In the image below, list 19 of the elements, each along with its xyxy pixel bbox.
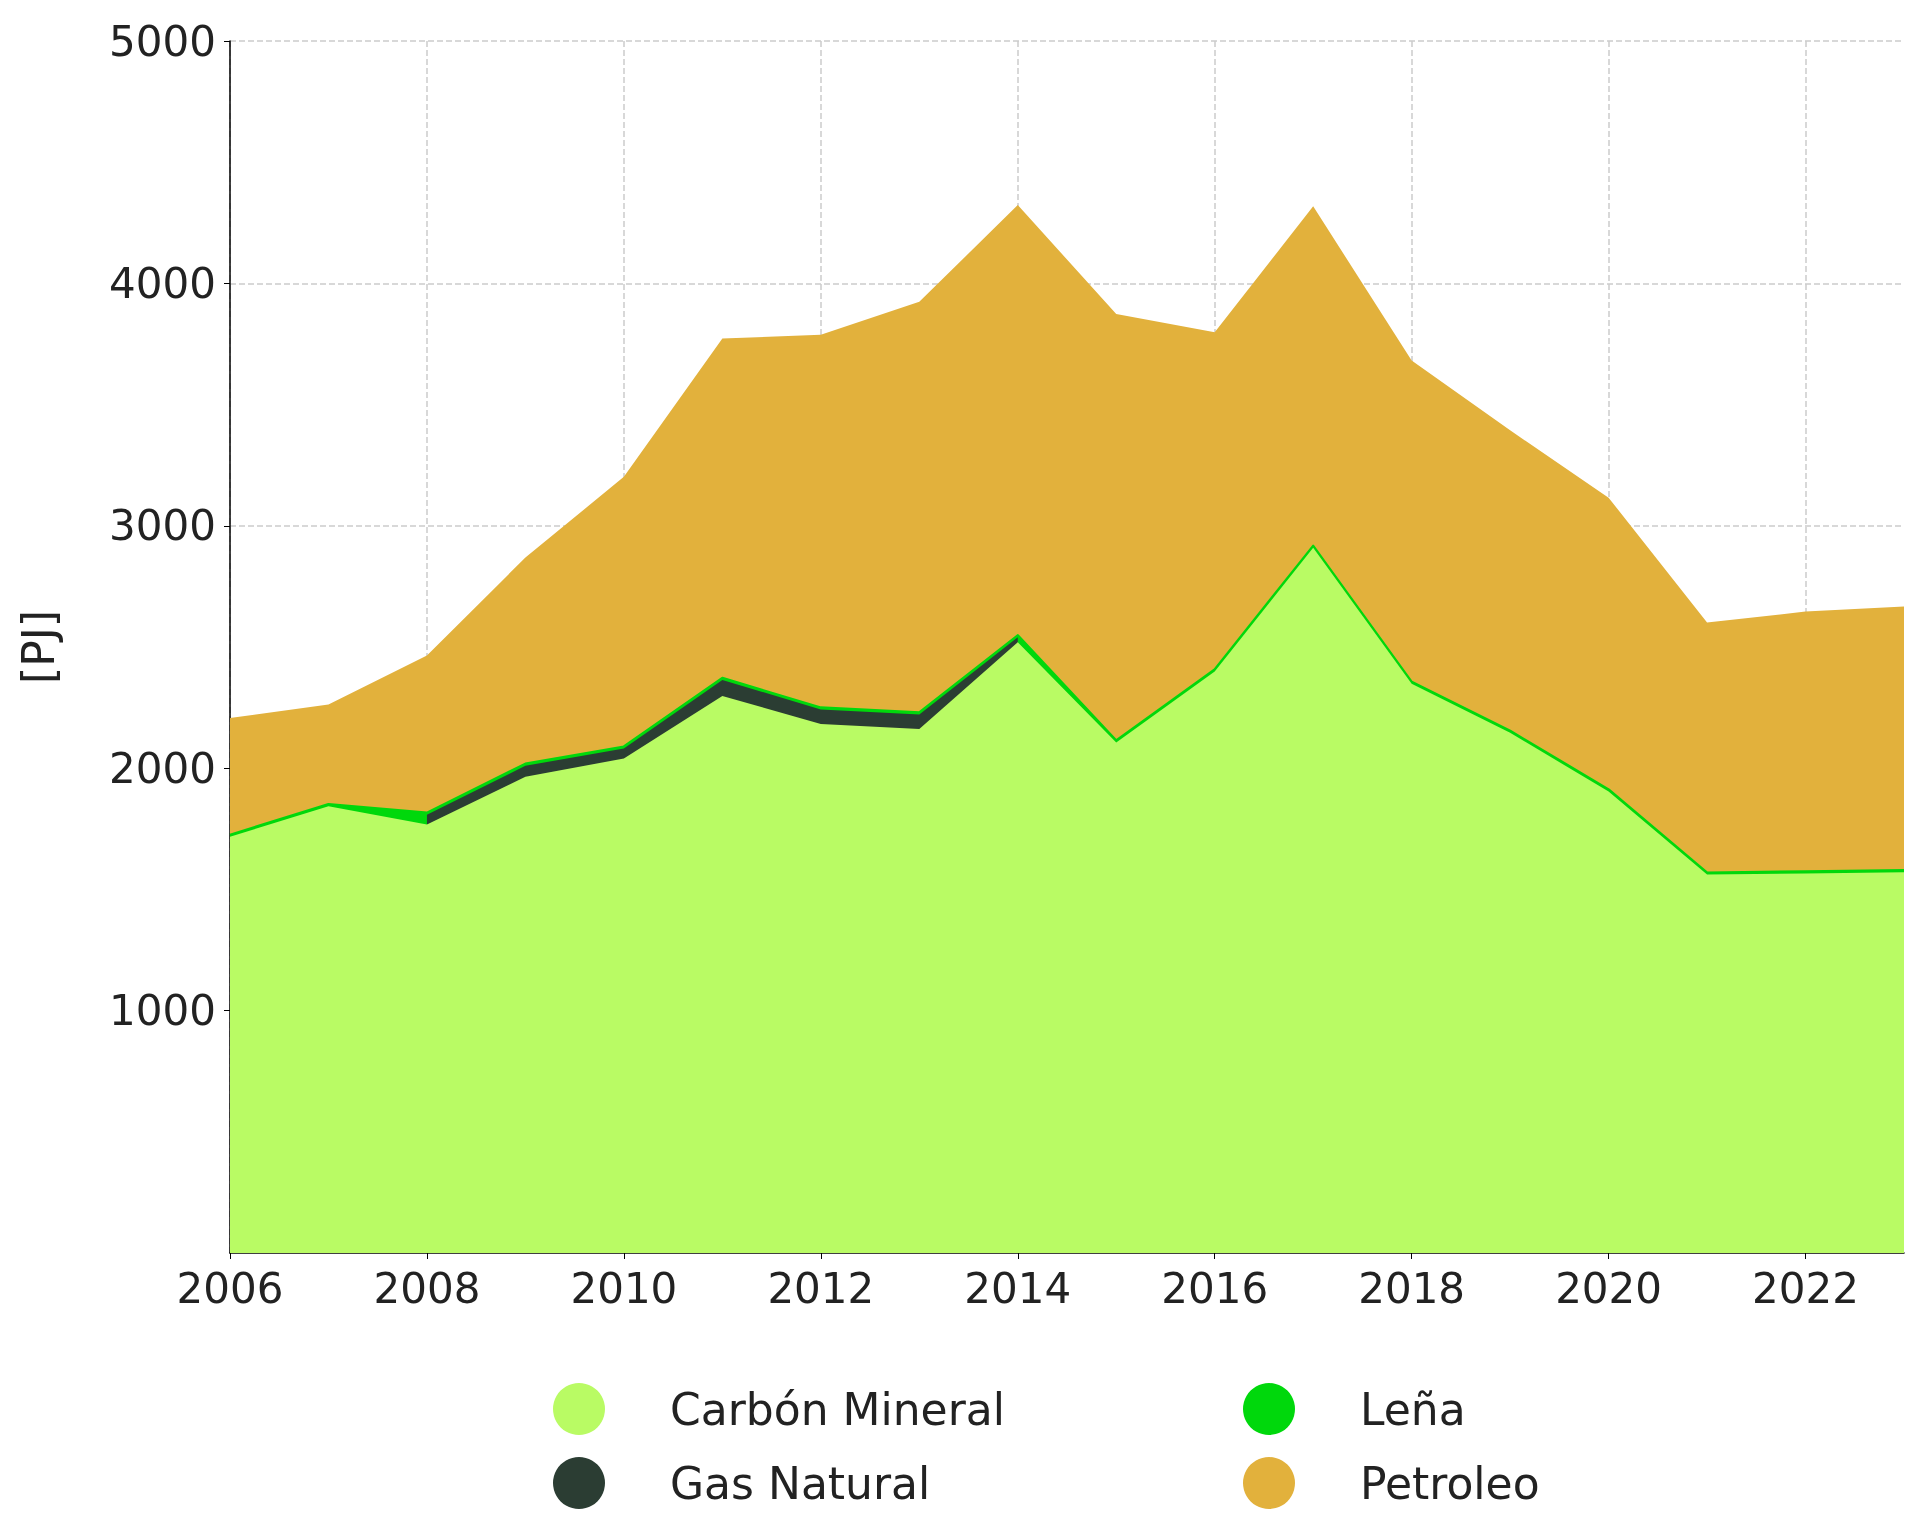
legend-label: Leña [1360, 1383, 1466, 1435]
x-tick-label: 2012 [767, 1263, 875, 1313]
x-tick-label: 2006 [176, 1263, 284, 1313]
legend-label: Gas Natural [670, 1457, 931, 1509]
x-tick-label: 2016 [1161, 1263, 1269, 1313]
legend-label: Carbón Mineral [670, 1383, 1005, 1435]
y-tick-label: 5000 [109, 16, 216, 66]
x-tick-label: 2018 [1358, 1263, 1466, 1313]
x-tick-label: 2010 [570, 1263, 678, 1313]
y-tick-label: 2000 [109, 743, 216, 793]
x-tick-label: 2020 [1555, 1263, 1663, 1313]
x-tick-label: 2008 [373, 1263, 481, 1313]
x-tick-label: 2022 [1752, 1263, 1859, 1313]
y-tick-label: 4000 [109, 258, 216, 308]
y-tick-label: 3000 [109, 501, 216, 551]
y-axis-title: [PJ] [12, 610, 64, 684]
legend-label: Petroleo [1360, 1457, 1540, 1509]
x-tick-label: 2014 [964, 1263, 1072, 1313]
y-tick-label: 1000 [109, 986, 216, 1036]
